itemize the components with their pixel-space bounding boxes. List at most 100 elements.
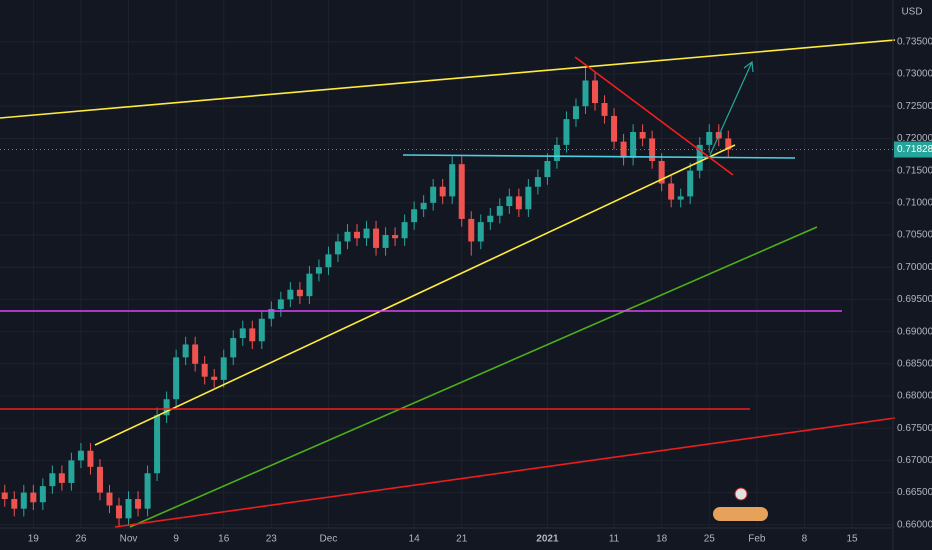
candle-body xyxy=(411,209,418,223)
candle-body xyxy=(220,357,227,380)
candle-body xyxy=(11,499,18,509)
candle-body xyxy=(620,141,627,158)
candle-body xyxy=(116,505,123,519)
candle-body xyxy=(373,228,380,248)
candle-body xyxy=(401,222,408,239)
candle-body xyxy=(287,289,294,300)
y-tick-label: 0.73500 xyxy=(897,36,932,47)
candle-body xyxy=(163,399,170,416)
x-tick-label: 23 xyxy=(266,534,278,545)
axes: 0.66000 0.66500 0.67000 0.67500 0.68000 0.685… xyxy=(0,36,932,545)
candle-body xyxy=(315,267,322,274)
trend-line xyxy=(94,144,736,446)
y-tick-label: 0.67000 xyxy=(897,455,932,466)
candle-body xyxy=(668,183,675,200)
candle-body xyxy=(258,318,265,342)
x-tick-label: Nov xyxy=(120,534,138,545)
candle-body xyxy=(211,376,218,380)
candle-body xyxy=(173,357,180,400)
trend-line xyxy=(574,56,734,176)
arrow xyxy=(709,60,754,156)
candle-body xyxy=(572,106,579,120)
events xyxy=(713,487,768,521)
trend-line xyxy=(114,417,896,528)
candle-body xyxy=(354,231,361,239)
candle-body xyxy=(230,338,237,358)
candle-body xyxy=(125,499,132,519)
candle-body xyxy=(553,144,560,161)
x-tick-label: 26 xyxy=(75,534,87,545)
candle-body xyxy=(249,328,256,342)
candle-body xyxy=(706,132,713,145)
candle-body xyxy=(534,177,541,187)
candle-body xyxy=(382,235,389,248)
x-tick-label: 11 xyxy=(609,534,620,545)
x-tick-label: 9 xyxy=(173,534,179,545)
y-tick-label: 0.69500 xyxy=(897,294,932,305)
x-tick-label: 25 xyxy=(704,534,716,545)
candle-body xyxy=(430,186,437,203)
candle-body xyxy=(563,119,570,145)
candle-body xyxy=(449,164,456,197)
candle-body xyxy=(239,328,246,339)
candle-body xyxy=(687,170,694,197)
x-tick-label: 14 xyxy=(409,534,421,545)
event-icons xyxy=(713,507,768,521)
candle-body xyxy=(506,196,513,207)
y-tick-label: 0.72000 xyxy=(897,133,932,144)
candle-body xyxy=(77,450,84,461)
candle-body xyxy=(344,231,351,242)
x-tick-label: 2021 xyxy=(536,534,559,545)
candle-body xyxy=(468,218,475,242)
candle-body xyxy=(96,466,103,493)
candle-body xyxy=(192,344,199,364)
candle-body xyxy=(487,215,494,223)
candle-body xyxy=(677,196,684,200)
candle-body xyxy=(49,473,56,487)
candle-body xyxy=(68,460,75,483)
trend-line xyxy=(0,39,896,119)
last-price-box xyxy=(894,141,932,158)
y-tick-label: 0.68000 xyxy=(897,391,932,402)
y-tick-label: 0.72500 xyxy=(897,101,932,112)
candle-body xyxy=(268,309,275,319)
candle-body xyxy=(306,273,313,297)
candle-body xyxy=(106,492,113,506)
candle-body xyxy=(592,80,599,104)
candle-body xyxy=(325,254,332,268)
trend-line xyxy=(129,226,818,528)
candle-body xyxy=(458,164,465,219)
candle-body xyxy=(601,103,608,116)
candle-body xyxy=(135,499,142,509)
x-tick-label: 15 xyxy=(847,534,859,545)
x-tick-label: Feb xyxy=(748,534,766,545)
candle-body xyxy=(544,160,551,178)
x-tick-label: 21 xyxy=(456,534,468,545)
candle-body xyxy=(525,186,532,210)
candle-body xyxy=(201,363,208,377)
x-tick-label: 19 xyxy=(28,534,40,545)
x-tick-label: 16 xyxy=(218,534,230,545)
currency: USD xyxy=(901,7,922,18)
y-tick-label: 0.70000 xyxy=(897,262,932,273)
y-tick-label: 0.67500 xyxy=(897,423,932,434)
y-tick-label: 0.71000 xyxy=(897,197,932,208)
candle-body xyxy=(582,80,589,107)
y-tick-label: 0.68500 xyxy=(897,358,932,369)
event-icon xyxy=(734,487,748,501)
y-tick-label: 0.70500 xyxy=(897,230,932,241)
y-tick-label: 0.71500 xyxy=(897,165,932,176)
last-price-label: 0.71828 xyxy=(897,144,932,155)
candle-body xyxy=(87,450,94,467)
candle-body xyxy=(39,486,46,503)
y-tick-label: 0.69000 xyxy=(897,326,932,337)
candle-body xyxy=(144,473,151,509)
x-tick-label: 8 xyxy=(802,534,808,545)
candle-body xyxy=(334,241,341,255)
candle-body xyxy=(58,473,65,483)
y-tick-label: 0.66500 xyxy=(897,487,932,498)
candle-body xyxy=(630,132,637,158)
candle-body xyxy=(515,196,522,210)
